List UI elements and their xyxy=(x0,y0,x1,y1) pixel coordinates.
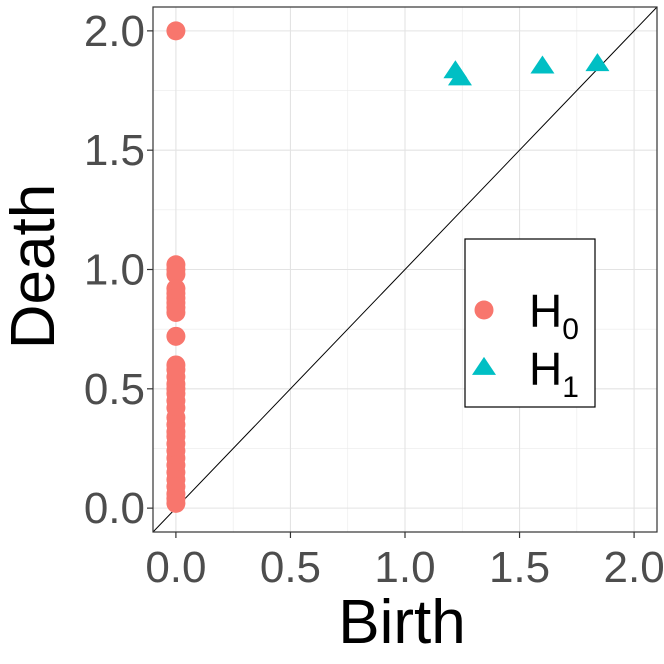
legend-key-h0 xyxy=(474,300,494,320)
legend-key-h1 xyxy=(472,356,496,375)
h1-point xyxy=(530,55,555,74)
diagonal-line-group xyxy=(152,6,658,533)
legend-label-sub: 1 xyxy=(562,371,579,404)
points-group xyxy=(166,21,610,513)
y-tick-label: 0.0 xyxy=(84,484,145,533)
h0-point xyxy=(166,302,186,322)
y-tick-label: 1.5 xyxy=(84,126,145,175)
x-axis-title: Birth xyxy=(338,588,465,657)
h0-point xyxy=(166,493,186,513)
legend-label-main: H xyxy=(529,285,562,337)
h0-point xyxy=(166,264,186,284)
legend-label: H1 xyxy=(529,343,579,404)
h1-point xyxy=(447,67,472,86)
legend-label-sub: 0 xyxy=(562,313,579,346)
h0-point xyxy=(166,21,186,41)
y-axis-title: Death xyxy=(0,184,68,349)
h0-point xyxy=(166,326,186,346)
y-tick-label: 1.0 xyxy=(84,246,145,295)
y-tick-label: 0.5 xyxy=(84,365,145,414)
x-tick-label: 0.5 xyxy=(260,543,321,592)
x-tick-label: 0.0 xyxy=(145,543,206,592)
ticks-group: 0.0 0.5 1.0 1.5 2.0 0.0 0.5 1.0 1.5 2.0 xyxy=(84,7,664,592)
x-tick-label: 2.0 xyxy=(604,543,664,592)
grid xyxy=(153,7,657,532)
legend-box xyxy=(464,238,596,408)
x-tick-label: 1.0 xyxy=(374,543,435,592)
x-tick-label: 1.5 xyxy=(489,543,550,592)
legend-label: H0 xyxy=(529,285,579,346)
y-tick-label: 2.0 xyxy=(84,7,145,56)
diagonal-line xyxy=(152,6,658,533)
axis-titles-group: Birth Death xyxy=(0,184,466,657)
h1-point xyxy=(585,53,610,72)
legend-label-main: H xyxy=(529,343,562,395)
